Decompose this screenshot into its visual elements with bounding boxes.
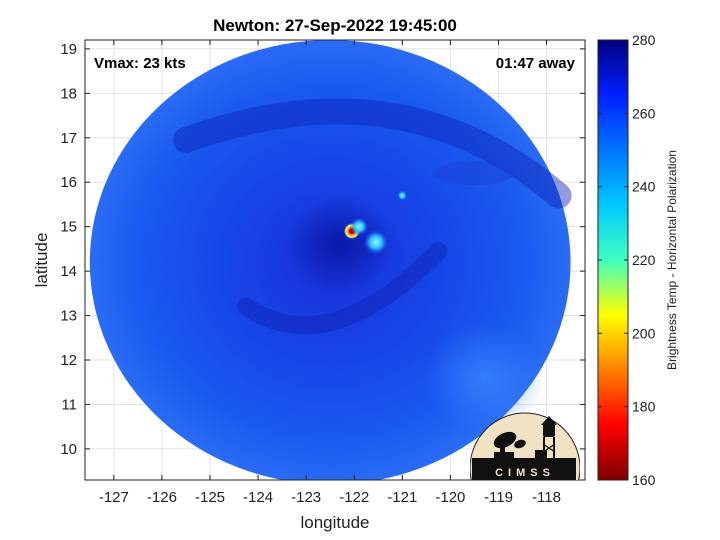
colorbar [597,39,629,481]
rain-band [237,242,448,335]
colorbar-tick-label: 220 [632,252,656,268]
time-away-annotation: 01:47 away [496,55,576,72]
x-tick-label: -123 [291,489,321,506]
colorbar-tick-label: 180 [632,399,656,415]
x-tick-label: -119 [484,489,513,506]
colorbar-tick-label: 280 [632,32,656,48]
y-tick-label: 10 [60,441,77,458]
y-tick-label: 16 [60,174,77,191]
convective-cell [397,190,408,201]
vmax-annotation: Vmax: 23 kts [94,55,186,72]
brightness-temperature-swath [89,40,572,480]
x-tick-label: -125 [195,489,225,506]
colorbar-ticks: 280 260 240 220 200 180 160 [598,32,656,488]
x-tick-label: -126 [147,489,177,506]
y-tick-label: 11 [61,396,77,413]
cimss-logo: CIMSS [470,412,580,480]
x-tick-label: -118 [532,489,561,506]
cimss-logo-text: CIMSS [495,467,555,479]
y-tick-label: 14 [60,263,77,280]
x-tick-label: -121 [387,489,417,506]
y-tick-label: 15 [60,219,77,236]
colorbar-label: Brightness Temp - Horizontal Polarizatio… [665,150,679,370]
rain-band [172,98,572,209]
y-axis-label: latitude [32,233,51,288]
colorbar-tick-label: 200 [632,325,656,341]
y-axis-ticks: 10 11 12 13 14 15 16 17 18 19 [60,41,585,458]
convective-cell [363,230,388,255]
y-tick-label: 17 [60,130,77,147]
x-tick-label: -127 [99,489,129,506]
y-tick-label: 19 [60,41,77,58]
x-axis-label: longitude [300,513,369,532]
y-tick-label: 18 [60,85,77,102]
colorbar-tick-label: 260 [632,105,656,121]
convective-cell [350,217,369,236]
y-tick-label: 12 [60,352,77,369]
warm-region [424,322,545,433]
storm-center [284,196,395,293]
x-tick-label: -120 [435,489,465,506]
y-tick-label: 13 [60,308,77,325]
x-tick-label: -122 [339,489,369,506]
cloud-band [434,161,515,186]
colorbar-tick-label: 160 [632,472,656,488]
x-axis-ticks: -127 -126 -125 -124 -123 -122 -121 -120 -119 -118 [99,40,561,506]
chart-title: Newton: 27-Sep-2022 19:45:00 [213,16,457,35]
x-tick-label: -124 [243,489,273,506]
plot-frame [84,39,586,481]
colorbar-tick-label: 240 [632,179,656,195]
